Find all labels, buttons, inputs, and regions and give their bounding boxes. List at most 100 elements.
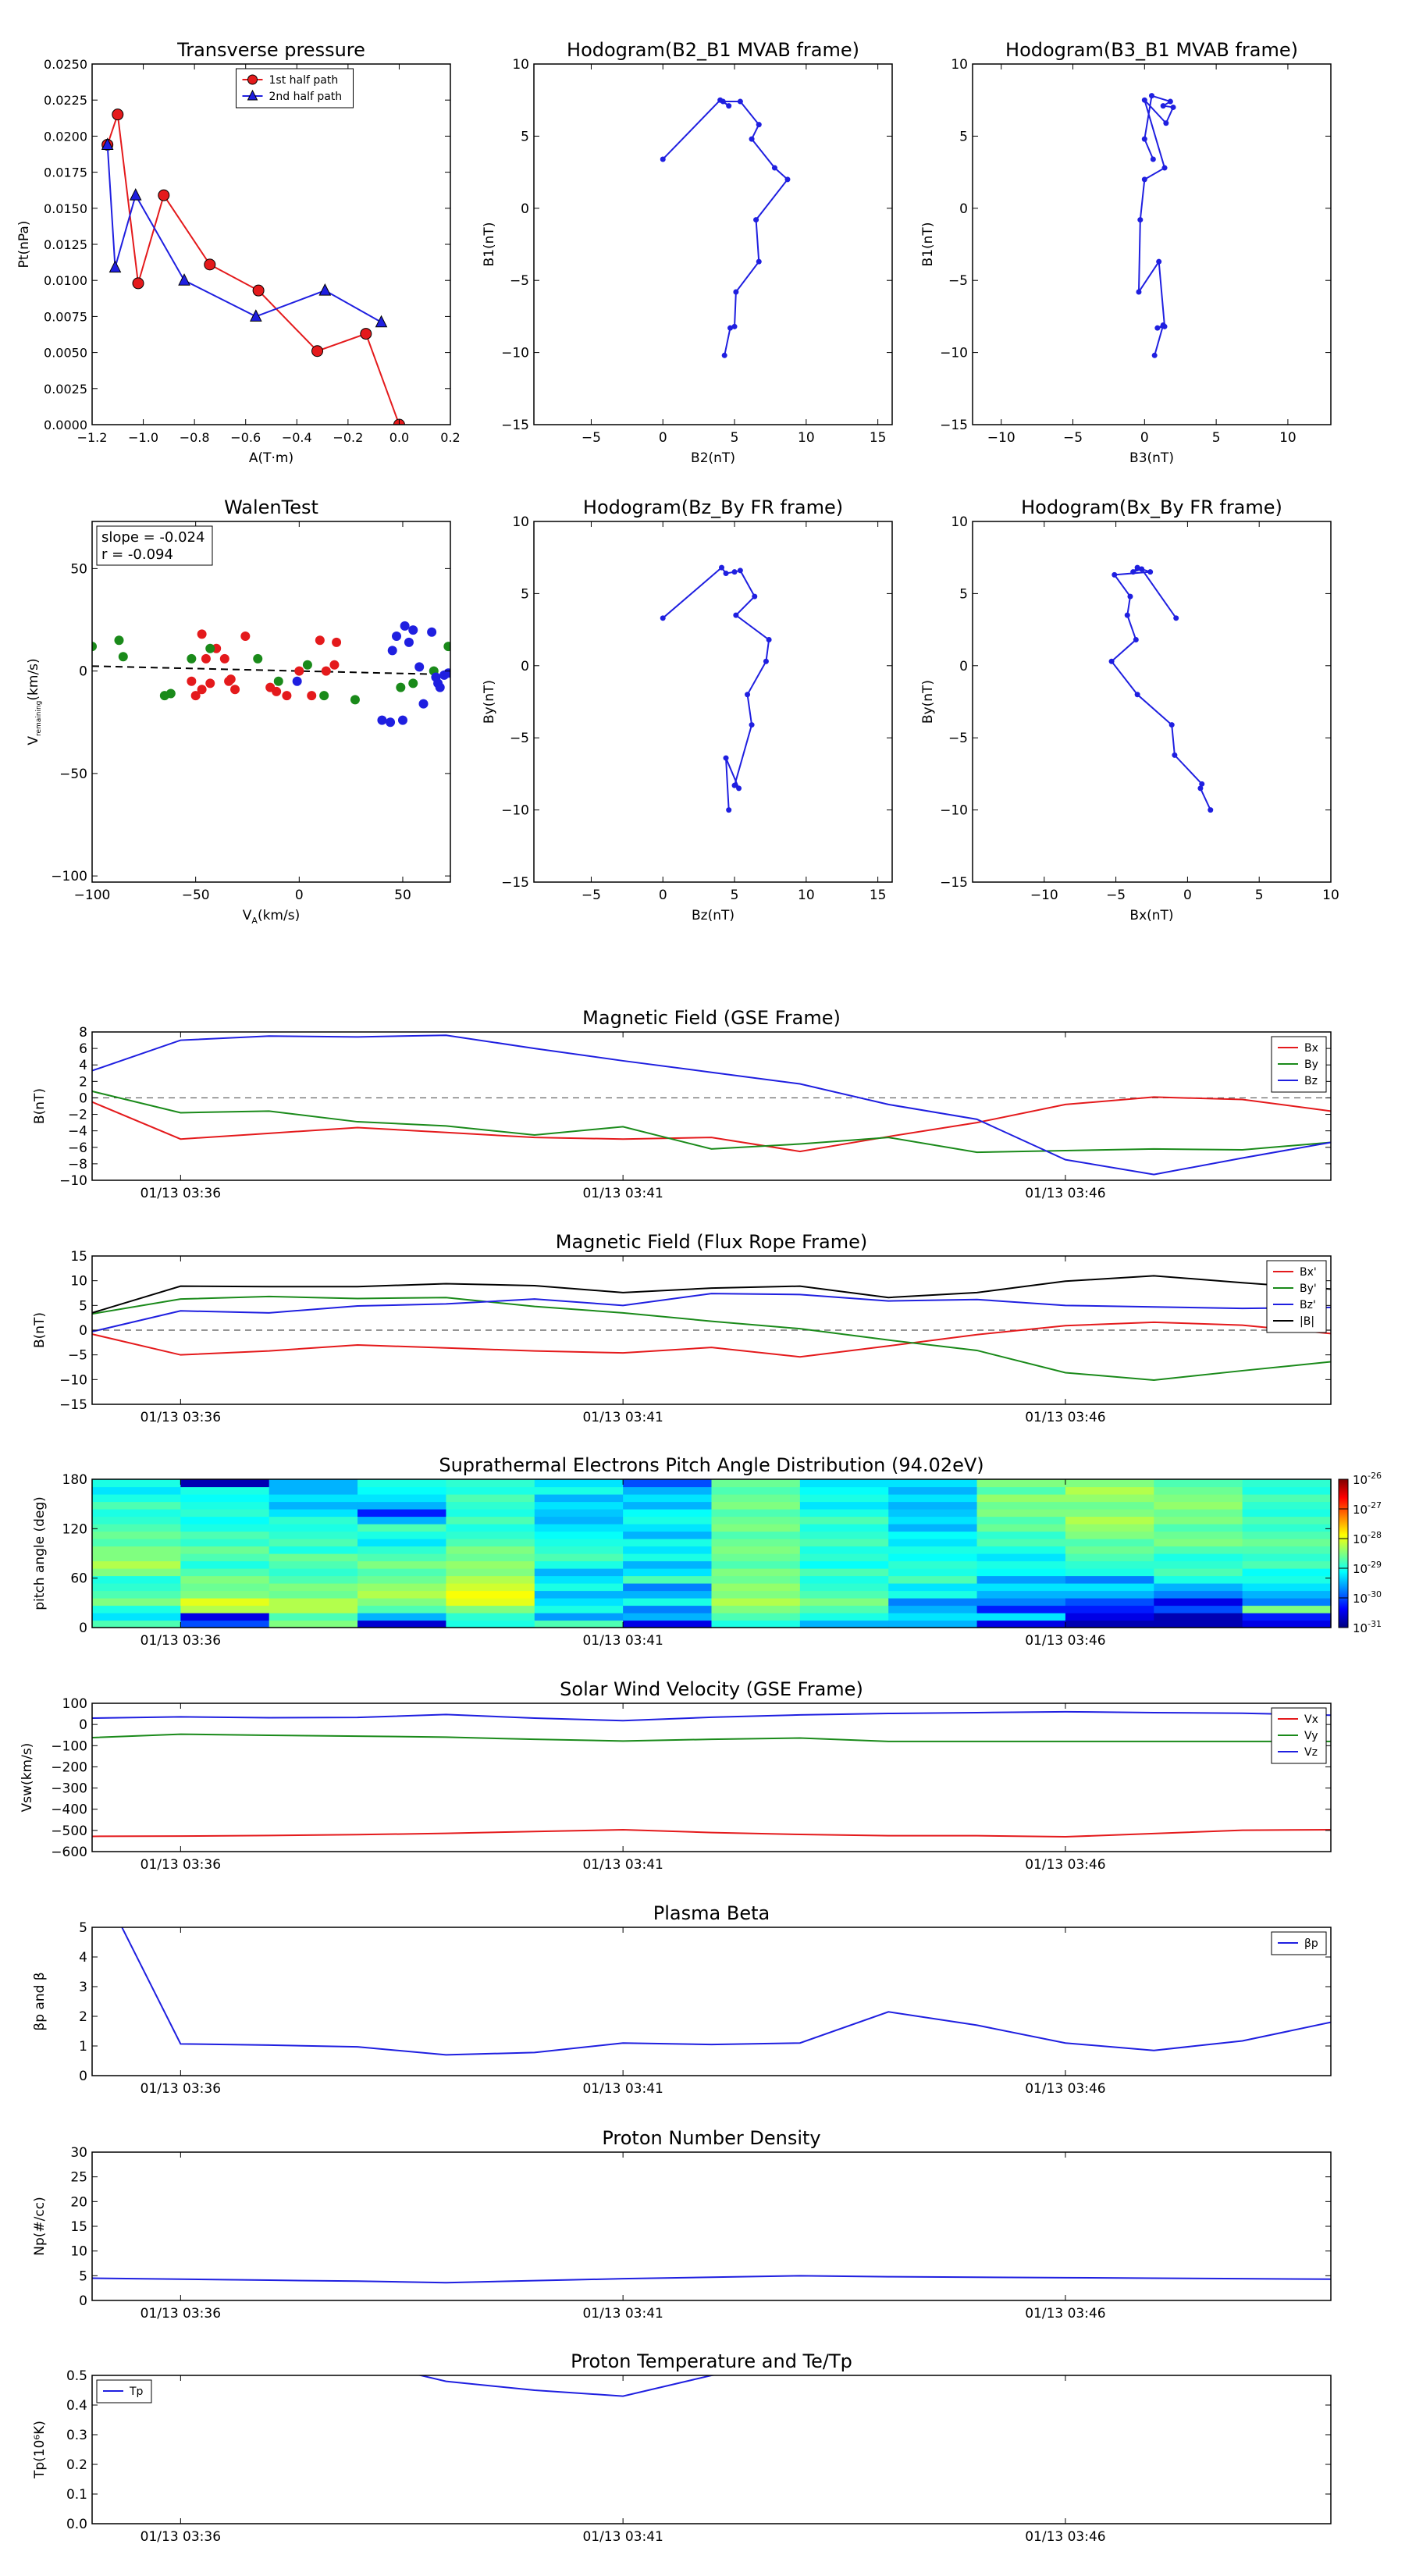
colorbar bbox=[1338, 1478, 1349, 1628]
scatter-point bbox=[292, 676, 302, 686]
y-tick-label: 0.0050 bbox=[44, 346, 87, 361]
legend-label: By' bbox=[1300, 1283, 1317, 1295]
heatmap-cell bbox=[1065, 1620, 1154, 1628]
heatmap-cell bbox=[1242, 1479, 1332, 1488]
heatmap-cell bbox=[888, 1598, 978, 1606]
x-tick-label: 01/13 03:36 bbox=[140, 1186, 221, 1201]
chart-walen: WalenTest −100 −50 0 50 −100 −50 0 50 VA(km/s) Vre… bbox=[26, 496, 451, 926]
heatmap-cell bbox=[1242, 1553, 1332, 1562]
x-tick-label: 01/13 03:41 bbox=[582, 2306, 663, 2322]
y-tick-label: 5 bbox=[521, 586, 529, 602]
x-tick-label: 0 bbox=[1140, 430, 1149, 446]
legend-box bbox=[236, 68, 354, 109]
scatter-point bbox=[315, 635, 325, 646]
legend-label: 2nd half path bbox=[269, 91, 343, 103]
y-tick-label: 0.5 bbox=[66, 2368, 87, 2384]
scatter-point bbox=[273, 676, 283, 686]
heatmap-cell bbox=[269, 1553, 358, 1562]
heatmap-cell bbox=[799, 1583, 889, 1592]
heatmap-cell bbox=[1242, 1620, 1332, 1628]
data-point bbox=[727, 325, 734, 331]
series-line-3 bbox=[92, 1275, 1331, 1314]
heatmap-cell bbox=[269, 1568, 358, 1577]
data-point bbox=[756, 258, 762, 265]
plot-frame bbox=[91, 1927, 1332, 2076]
heatmap-cell bbox=[1154, 1524, 1243, 1532]
heatmap-cell bbox=[92, 1568, 181, 1577]
heatmap-cell bbox=[888, 1539, 978, 1547]
heatmap-cell bbox=[446, 1516, 535, 1525]
y-tick-label: 50 bbox=[70, 561, 87, 577]
y-tick-label: 2 bbox=[79, 2009, 87, 2025]
data-point bbox=[731, 569, 738, 575]
scatter-point bbox=[201, 653, 211, 664]
x-tick-label: 15 bbox=[870, 430, 887, 446]
x-tick-label: 0 bbox=[295, 888, 304, 903]
y-tick-label: 180 bbox=[62, 1472, 87, 1488]
heatmap-cell bbox=[623, 1568, 713, 1577]
heatmap-cell bbox=[623, 1598, 713, 1606]
x-axis-label: VA(km/s) bbox=[243, 908, 300, 926]
heatmap-cell bbox=[1154, 1509, 1243, 1517]
heatmap-cell bbox=[1065, 1605, 1154, 1614]
heatmap-cell bbox=[1242, 1494, 1332, 1503]
series-line-2 bbox=[92, 1710, 1331, 1722]
heatmap-cell bbox=[888, 1546, 978, 1554]
chart-h2: Hodogram(B3_B1 MVAB frame) −10 −5 0 5 10 −15 −1… bbox=[920, 39, 1332, 466]
heatmap-cell bbox=[534, 1590, 624, 1599]
heatmap-cell bbox=[1242, 1539, 1332, 1547]
series-line-1 bbox=[92, 1295, 1331, 1381]
heatmap-cell bbox=[623, 1590, 713, 1599]
x-tick-label: −0.4 bbox=[282, 430, 312, 445]
chart-bfr: Magnetic Field (Flux Rope Frame) 01/13 03… bbox=[32, 1231, 1332, 1425]
heatmap-cell bbox=[976, 1479, 1066, 1488]
heatmap-cell bbox=[357, 1509, 447, 1517]
heatmap-cell bbox=[888, 1620, 978, 1628]
heatmap-cell bbox=[534, 1479, 624, 1488]
data-point bbox=[1127, 593, 1133, 600]
heatmap-cell bbox=[446, 1613, 535, 1621]
heatmap-cell bbox=[711, 1598, 801, 1606]
heatmap-cell bbox=[1065, 1568, 1154, 1577]
heatmap-cell bbox=[269, 1575, 358, 1584]
data-point bbox=[1199, 781, 1205, 787]
heatmap-cell bbox=[976, 1539, 1066, 1547]
y-axis-label: Np(#/cc) bbox=[32, 2197, 48, 2255]
heatmap-cell bbox=[1065, 1583, 1154, 1592]
heatmap-cell bbox=[269, 1516, 358, 1525]
heatmap-cell bbox=[180, 1560, 270, 1569]
data-point bbox=[756, 122, 762, 128]
colorbar-label: 10-26 bbox=[1353, 1471, 1382, 1487]
data-point bbox=[1167, 98, 1173, 105]
data-point bbox=[1147, 569, 1154, 575]
heatmap-cell bbox=[623, 1575, 713, 1584]
heatmap-cell bbox=[799, 1620, 889, 1628]
y-tick-label: −10 bbox=[59, 1372, 87, 1388]
y-tick-label: −10 bbox=[940, 803, 968, 819]
y-tick-label: 0 bbox=[79, 1323, 87, 1339]
data-point bbox=[1154, 325, 1161, 331]
data-point bbox=[1137, 217, 1144, 223]
heatmap-cell bbox=[711, 1494, 801, 1503]
data-point bbox=[731, 782, 738, 788]
heatmap-cell bbox=[446, 1620, 535, 1628]
y-tick-label: 0.4 bbox=[66, 2398, 87, 2414]
y-tick-label: −15 bbox=[940, 875, 968, 891]
plot-area bbox=[660, 564, 772, 813]
heatmap-cell bbox=[357, 1494, 447, 1503]
heatmap-cell bbox=[888, 1509, 978, 1517]
x-axis-label: B3(nT) bbox=[1129, 450, 1174, 466]
scatter-point bbox=[197, 685, 207, 695]
data-point bbox=[1108, 658, 1115, 664]
data-point bbox=[1208, 807, 1214, 813]
heatmap-cell bbox=[623, 1509, 713, 1517]
heatmap-cell bbox=[976, 1531, 1066, 1539]
scatter-point bbox=[404, 637, 414, 647]
heatmap-cell bbox=[534, 1501, 624, 1510]
chart-h3: Hodogram(Bz_By FR frame) −5 0 5 10 15 −15 −10 −5… bbox=[482, 496, 893, 923]
series-line-2 bbox=[92, 1293, 1331, 1332]
heatmap-cell bbox=[888, 1613, 978, 1621]
heatmap-cell bbox=[976, 1583, 1066, 1592]
x-tick-label: 01/13 03:36 bbox=[140, 2306, 221, 2322]
heatmap-cell bbox=[357, 1553, 447, 1562]
